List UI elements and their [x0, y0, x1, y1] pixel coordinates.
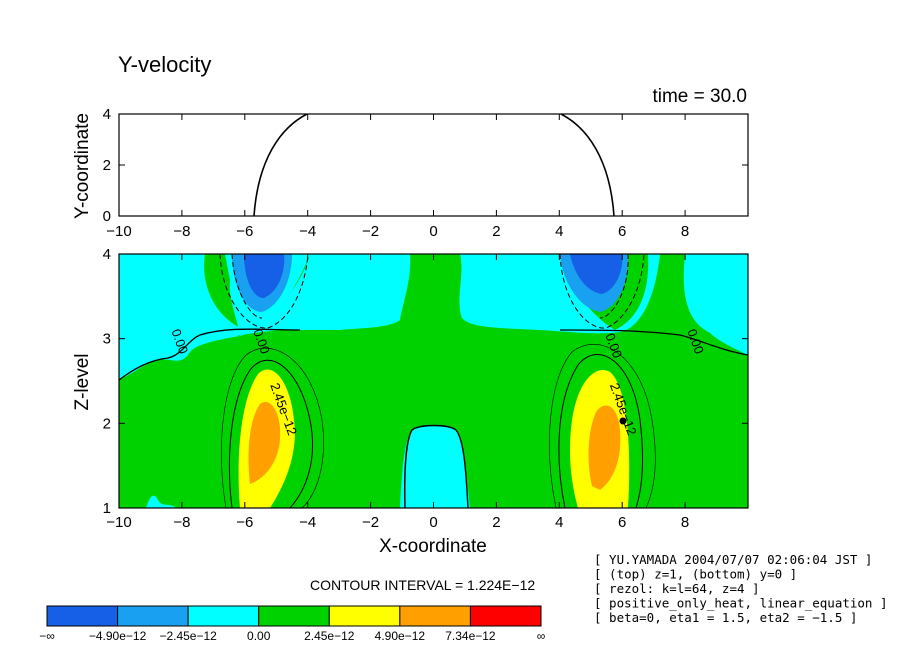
- colorbar-label: 2.45e−12: [304, 629, 355, 643]
- positive-core-right-orange: [588, 405, 621, 490]
- positive-core-left-orange: [248, 401, 281, 484]
- top-x-tick-label: 4: [555, 223, 563, 240]
- bottom-y-ticks: 1 2 3 4: [103, 246, 748, 517]
- colorbar-swatch: [258, 605, 330, 627]
- contour-interval: CONTOUR INTERVAL = 1.224E−12: [310, 577, 535, 593]
- negative-core-right: [570, 254, 623, 294]
- info-line: [ beta=0, eta1 = 1.5, eta2 = −1.5 ]: [594, 610, 857, 625]
- bottom-y-tick-label: 2: [103, 415, 111, 432]
- colorbar-label: ∞: [537, 629, 546, 643]
- bottom-x-tick-label: 6: [618, 514, 626, 531]
- top-y-tick-label: 4: [103, 106, 111, 123]
- info-line: [ (top) z=1, (bottom) y=0 ]: [594, 567, 797, 582]
- bottom-x-ticks: −10 −8 −6 −4 −2 0 2 4 6 8: [106, 254, 689, 531]
- top-x-tick-label: 0: [429, 223, 437, 240]
- colorbar-swatch: [187, 605, 260, 627]
- colorbar-swatch: [328, 605, 401, 627]
- bottom-x-axis-label: X-coordinate: [379, 536, 487, 557]
- bottom-x-tick-label: 0: [429, 514, 437, 531]
- bottom-x-tick-label: −10: [106, 514, 131, 531]
- colorbar-label: 4.90e−12: [375, 629, 426, 643]
- top-x-tick-label: −4: [299, 223, 316, 240]
- colorbar-swatch: [117, 605, 189, 627]
- contour-marker-dot: [619, 417, 627, 425]
- bottom-y-tick-label: 3: [103, 331, 111, 348]
- info-line: [ positive_only_heat, linear_equation ]: [594, 596, 888, 611]
- top-x-tick-label: −10: [106, 223, 131, 240]
- bottom-y-axis-label: Z-level: [72, 353, 93, 410]
- bottom-x-tick-label: −4: [299, 514, 316, 531]
- bottom-x-tick-label: −2: [362, 514, 379, 531]
- colorbar-label: −∞: [39, 629, 55, 643]
- contour-lines: [119, 254, 748, 508]
- cyan-region-upper-left: [119, 254, 411, 380]
- top-x-tick-label: −8: [173, 223, 190, 240]
- info-block: [ YU.YAMADA 2004/07/07 02:06:04 JST ][ (…: [594, 552, 888, 625]
- colorbar: −∞ −4.90e−12 −2.45e−12 0.00 2.45e−12 4.90e−12…: [39, 605, 546, 643]
- top-x-tick-label: 2: [492, 223, 500, 240]
- bottom-x-tick-label: 2: [492, 514, 500, 531]
- cyan-region-far-right: [693, 254, 748, 355]
- bottom-x-tick-label: 8: [681, 514, 689, 531]
- top-y-ticks: 0 2 4: [103, 106, 748, 225]
- heating-boundary-curve: [253, 114, 615, 216]
- top-x-tick-label: 8: [681, 223, 689, 240]
- bottom-y-tick-label: 1: [103, 500, 111, 517]
- bottom-panel: 0.00 0.00 0.00 0.002.45e−12 2.45e−12 −10 −8 −6…: [72, 246, 749, 557]
- info-line: [ YU.YAMADA 2004/07/07 02:06:04 JST ]: [594, 552, 872, 567]
- colorbar-label: −4.90e−12: [89, 629, 147, 643]
- top-y-tick-label: 0: [103, 208, 111, 225]
- cyan-region-central-lobe: [400, 425, 470, 508]
- top-x-tick-label: −2: [362, 223, 379, 240]
- top-y-tick-label: 2: [103, 157, 111, 174]
- top-y-axis-label: Y-coordinate: [72, 113, 93, 219]
- colorbar-swatch: [469, 605, 542, 627]
- time-label: time = 30.0: [652, 86, 747, 107]
- bottom-x-tick-label: −8: [173, 514, 190, 531]
- colorbar-swatch: [399, 605, 471, 627]
- info-line: [ rezol: k=l=64, z=4 ]: [594, 581, 760, 596]
- top-x-tick-label: 6: [618, 223, 626, 240]
- negative-core-left: [244, 254, 285, 298]
- cyan-region-upper-right: [459, 254, 748, 355]
- top-x-ticks: −10 −8 −6 −4 −2 0 2 4 6 8: [106, 114, 689, 240]
- colorbar-swatch: [46, 605, 119, 627]
- bottom-y-tick-label: 4: [103, 246, 111, 263]
- top-x-tick-label: −6: [236, 223, 253, 240]
- bottom-x-tick-label: 4: [555, 514, 563, 531]
- colorbar-label: −2.45e−12: [159, 629, 217, 643]
- top-panel: −10 −8 −6 −4 −2 0 2 4 6 8 0 2 4 Y-coordinate: [72, 106, 749, 240]
- cyan-region-bottom-left: [146, 495, 176, 508]
- colorbar-label: 0.00: [247, 629, 271, 643]
- bottom-x-tick-label: −6: [236, 514, 253, 531]
- colorbar-label: 7.34e−12: [445, 629, 496, 643]
- chart-title: Y-velocity: [118, 52, 211, 77]
